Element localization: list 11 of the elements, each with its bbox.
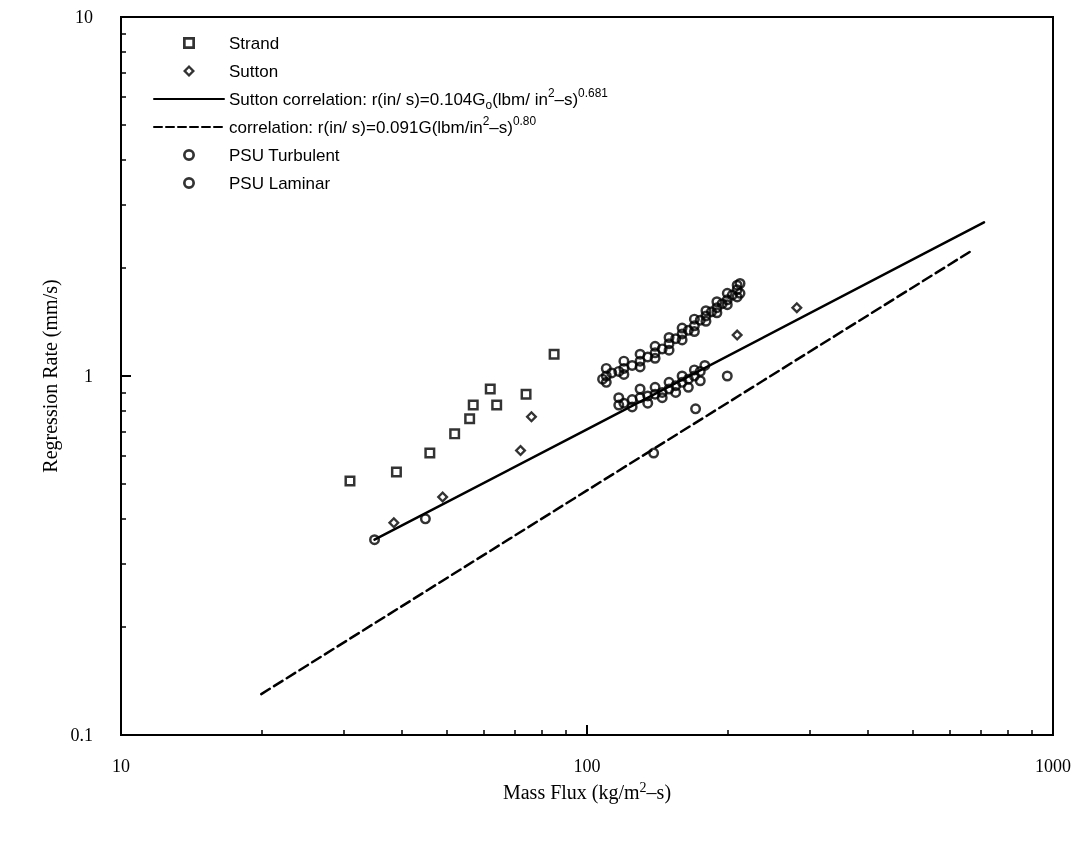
y-tick-label: 0.1 [70, 725, 93, 745]
x-tick-label: 100 [573, 756, 601, 776]
y-axis-title: Regression Rate (mm/s) [38, 279, 62, 473]
x-tick-label: 1000 [1035, 756, 1071, 776]
y-tick-label: 1 [84, 366, 93, 386]
legend-label: PSU Laminar [229, 173, 331, 193]
x-tick-label: 10 [112, 756, 130, 776]
legend-label: PSU Turbulent [229, 145, 340, 165]
y-tick-label: 10 [75, 7, 93, 27]
legend-label: Sutton [229, 61, 279, 81]
legend-label: Strand [229, 33, 280, 53]
